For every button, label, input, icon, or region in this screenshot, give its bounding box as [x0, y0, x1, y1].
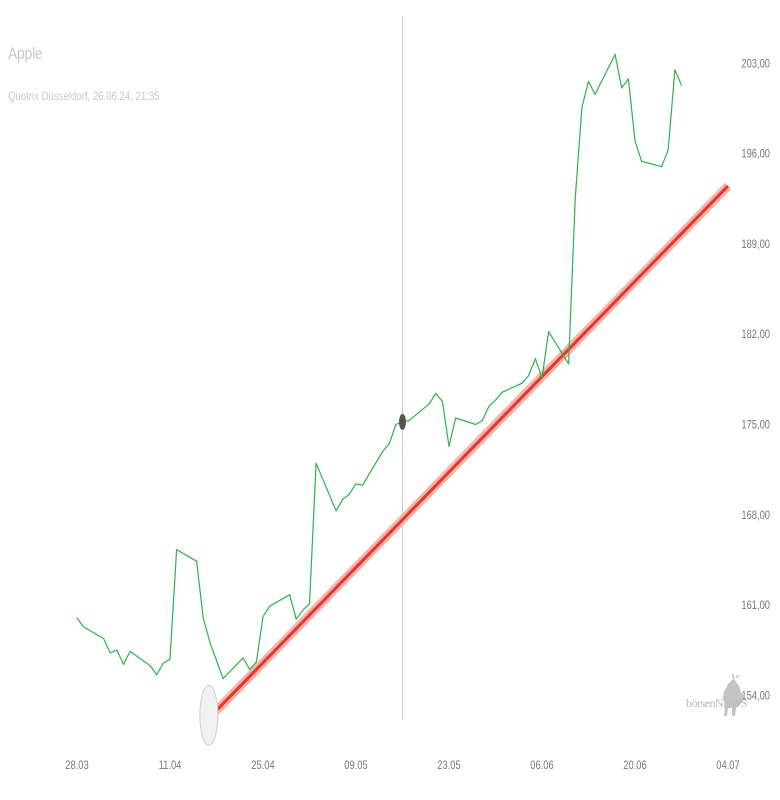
price-segment [674, 69, 683, 86]
price-segment [587, 80, 596, 96]
price-segment [382, 443, 390, 453]
price-segment [541, 331, 550, 379]
price-segment [162, 658, 171, 664]
y-tick-label: 189,00 [741, 238, 770, 251]
price-segment [76, 617, 85, 628]
price-segment [574, 106, 583, 200]
price-segment [269, 594, 291, 607]
price-segment [295, 609, 304, 620]
price-segment [528, 358, 537, 377]
price-segment [348, 483, 357, 495]
price-segment [255, 615, 264, 663]
y-tick-label: 182,00 [741, 328, 770, 341]
bull-icon [723, 673, 744, 716]
price-segment [209, 641, 218, 662]
price-segment [262, 605, 271, 618]
marker-layer [199, 413, 406, 746]
x-tick-label: 28.03 [65, 759, 88, 772]
price-segment [627, 78, 636, 142]
x-axis: 28.03 11.04 25.04 09.05 23.05 06.06 20.06 04.07 [65, 759, 739, 772]
y-tick-label: 196,00 [741, 148, 770, 161]
price-segment [621, 78, 630, 89]
price-segment [289, 594, 297, 620]
price-segment [441, 400, 450, 447]
x-tick-label: 09.05 [344, 759, 367, 772]
price-segment [455, 417, 477, 426]
y-tick-label: 175,00 [741, 418, 770, 431]
y-tick-label: 154,00 [741, 689, 770, 702]
price-segment [308, 462, 317, 605]
price-segment [249, 661, 257, 671]
price-segment [388, 423, 397, 445]
price-segment [534, 358, 543, 379]
price-segment [448, 417, 457, 447]
x-tick-label: 04.07 [716, 759, 739, 772]
y-tick-label: 168,00 [741, 509, 770, 522]
price-segment [342, 493, 350, 500]
price-segment [408, 403, 430, 422]
x-tick-label: 23.05 [437, 759, 460, 772]
price-segment [202, 617, 211, 644]
chart-subtitle: Quotrix Düsseldorf, 26.06.24, 21:35 [8, 89, 160, 103]
price-segment [475, 420, 483, 426]
price-segment [660, 149, 669, 168]
chart-title: Apple [8, 44, 43, 63]
price-segment [116, 649, 125, 665]
price-segment [567, 198, 576, 365]
trendline-layer [206, 182, 732, 721]
price-segment [302, 603, 311, 611]
x-tick-label: 11.04 [159, 759, 182, 772]
x-tick-label: 20.06 [623, 759, 646, 772]
price-segment [521, 374, 530, 384]
price-segment [109, 649, 118, 654]
price-segment [176, 548, 198, 562]
price-segment [594, 53, 616, 96]
price-segment [488, 399, 497, 407]
price-segment [156, 662, 164, 676]
price-series-layer [76, 53, 683, 680]
price-segment [362, 451, 384, 486]
x-tick-label: 25.04 [251, 759, 274, 772]
price-segment [581, 80, 590, 108]
price-segment [435, 392, 443, 402]
price-segment [215, 659, 224, 680]
price-segment [428, 392, 437, 405]
trendline-start-marker [199, 684, 219, 746]
price-segment [242, 657, 251, 671]
price-segment [501, 382, 523, 393]
price-segment [640, 160, 663, 168]
price-segment [82, 626, 105, 640]
price-segment [149, 664, 158, 676]
price-segment [547, 331, 570, 365]
price-segment [169, 548, 178, 660]
crosshair-point [399, 413, 406, 430]
trendline [208, 184, 730, 719]
price-segment [494, 391, 503, 401]
boersennews-logo: börsenNEWS [686, 696, 748, 710]
price-segment [634, 140, 643, 162]
price-segment [355, 483, 364, 486]
price-segment [335, 498, 344, 512]
price-segment [614, 53, 623, 89]
price-segment [222, 657, 244, 680]
y-tick-label: 203,00 [741, 57, 770, 70]
price-segment [122, 650, 131, 665]
price-segment [481, 405, 490, 422]
price-segment [315, 462, 337, 512]
price-segment [129, 650, 151, 667]
price-segment [196, 560, 204, 619]
y-axis: 154,00 161,00 168,00 175,00 182,00 189,00 196,… [741, 57, 770, 702]
y-tick-label: 161,00 [741, 599, 770, 612]
price-segment [667, 69, 676, 151]
x-tick-label: 06.06 [530, 759, 553, 772]
price-segment [102, 637, 111, 654]
